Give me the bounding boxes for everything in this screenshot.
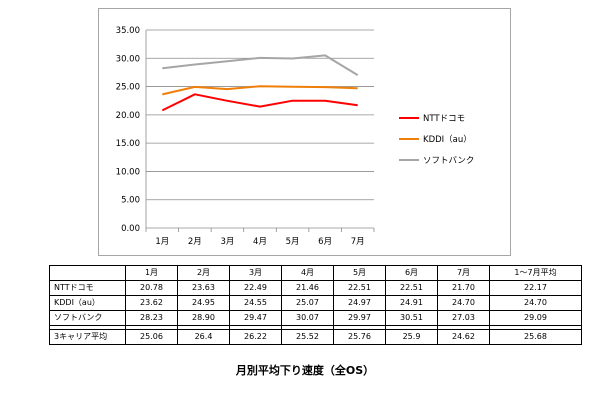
table-cell: 25.76 — [333, 329, 386, 345]
x-tick-label: 4月 — [253, 237, 267, 247]
table-cell: 1〜7月平均 — [489, 265, 582, 281]
table-cell: 21.70 — [437, 280, 490, 296]
table-cell: 28.23 — [125, 310, 178, 326]
table-cell: 26.4 — [177, 329, 230, 345]
line-chart: 0.00 5.00 10.00 15.00 20.00 25.00 30.00 35.00 1月… — [116, 26, 475, 247]
table-cell: 24.97 — [333, 295, 386, 311]
y-tick-label: 5.00 — [121, 196, 140, 206]
chart-frame: 0.00 5.00 10.00 15.00 20.00 25.00 30.00 35.00 1月… — [98, 8, 511, 256]
table-cell: 21.46 — [281, 280, 334, 296]
y-tick-label: 10.00 — [116, 167, 140, 177]
legend-label: NTTドコモ — [423, 114, 465, 124]
table-row: KDDI（au） 23.62 24.95 24.55 25.07 24.97 24.91 24… — [49, 295, 582, 311]
table-cell: 23.62 — [125, 295, 178, 311]
table-cell: 27.03 — [437, 310, 490, 326]
y-tick-label: 20.00 — [116, 111, 140, 121]
legend-label: KDDI（au） — [423, 134, 472, 145]
table-cell: 24.55 — [229, 295, 282, 311]
y-tick-label: 30.00 — [116, 54, 140, 64]
table-average-row: 3キャリア平均 25.06 26.4 26.22 25.52 25.76 25.9 24.62… — [49, 329, 582, 345]
table-cell: 24.91 — [385, 295, 438, 311]
table-cell: 25.06 — [125, 329, 178, 345]
table-header-row: 1月 2月 3月 4月 5月 6月 7月 1〜7月平均 — [49, 265, 582, 281]
y-tick-label: 15.00 — [116, 139, 140, 149]
table-cell: 24.95 — [177, 295, 230, 311]
series-line-2 — [162, 85, 358, 96]
x-tick-label: 1月 — [155, 237, 169, 247]
row-label-cell: ソフトバンク — [49, 310, 126, 326]
table-cell: 29.47 — [229, 310, 282, 326]
table-cell: 24.70 — [437, 295, 490, 311]
x-tick-label: 2月 — [188, 237, 202, 247]
table-cell: 7月 — [437, 265, 490, 281]
table-cell: 6月 — [385, 265, 438, 281]
series-line-3 — [162, 54, 359, 76]
x-tick-label: 3月 — [220, 237, 234, 247]
table-cell: 3月 — [229, 265, 282, 281]
table-cell: 20.78 — [125, 280, 178, 296]
table-cell: 1月 — [125, 265, 178, 281]
table-cell: 24.62 — [437, 329, 490, 345]
y-tick-label: 35.00 — [116, 26, 140, 36]
table-row: ソフトバンク 28.23 28.90 29.47 30.07 29.97 30.51 27.0… — [49, 310, 582, 326]
row-label-cell: 3キャリア平均 — [49, 329, 126, 345]
series-line-1 — [161, 93, 358, 112]
table-cell: 22.17 — [489, 280, 582, 296]
table-cell: 30.07 — [281, 310, 334, 326]
table-cell: 28.90 — [177, 310, 230, 326]
table-cell: 25.07 — [281, 295, 334, 311]
table-cell: 5月 — [333, 265, 386, 281]
table-cell: 29.97 — [333, 310, 386, 326]
table-cell: 2月 — [177, 265, 230, 281]
table-cell: 22.51 — [333, 280, 386, 296]
table-row: NTTドコモ 20.78 23.63 22.49 21.46 22.51 22.51 21.7… — [49, 280, 582, 296]
table-cell: 25.68 — [489, 329, 582, 345]
row-label-cell — [49, 265, 126, 281]
y-tick-label: 0.00 — [121, 224, 140, 234]
x-tick-label: 6月 — [318, 237, 332, 247]
table-cell: 26.22 — [229, 329, 282, 345]
table-cell: 4月 — [281, 265, 334, 281]
row-label-cell: NTTドコモ — [49, 280, 126, 296]
chart-caption: 月別平均下り速度（全OS） — [235, 364, 375, 377]
table-cell: 24.70 — [489, 295, 582, 311]
table-cell: 22.51 — [385, 280, 438, 296]
table-cell: 29.09 — [489, 310, 582, 326]
data-table: 1月 2月 3月 4月 5月 6月 7月 1〜7月平均 NTTドコモ 20.78 23.63 22.4… — [49, 265, 582, 345]
table-cell: 23.63 — [177, 280, 230, 296]
legend-label: ソフトバンク — [423, 156, 474, 166]
y-tick-label: 25.00 — [116, 83, 140, 93]
table-cell: 22.49 — [229, 280, 282, 296]
table-cell: 25.9 — [385, 329, 438, 345]
x-tick-label: 5月 — [286, 237, 300, 247]
x-tick-label: 7月 — [351, 237, 365, 247]
row-label-cell: KDDI（au） — [49, 295, 126, 311]
table-cell: 25.52 — [281, 329, 334, 345]
table-cell: 30.51 — [385, 310, 438, 326]
